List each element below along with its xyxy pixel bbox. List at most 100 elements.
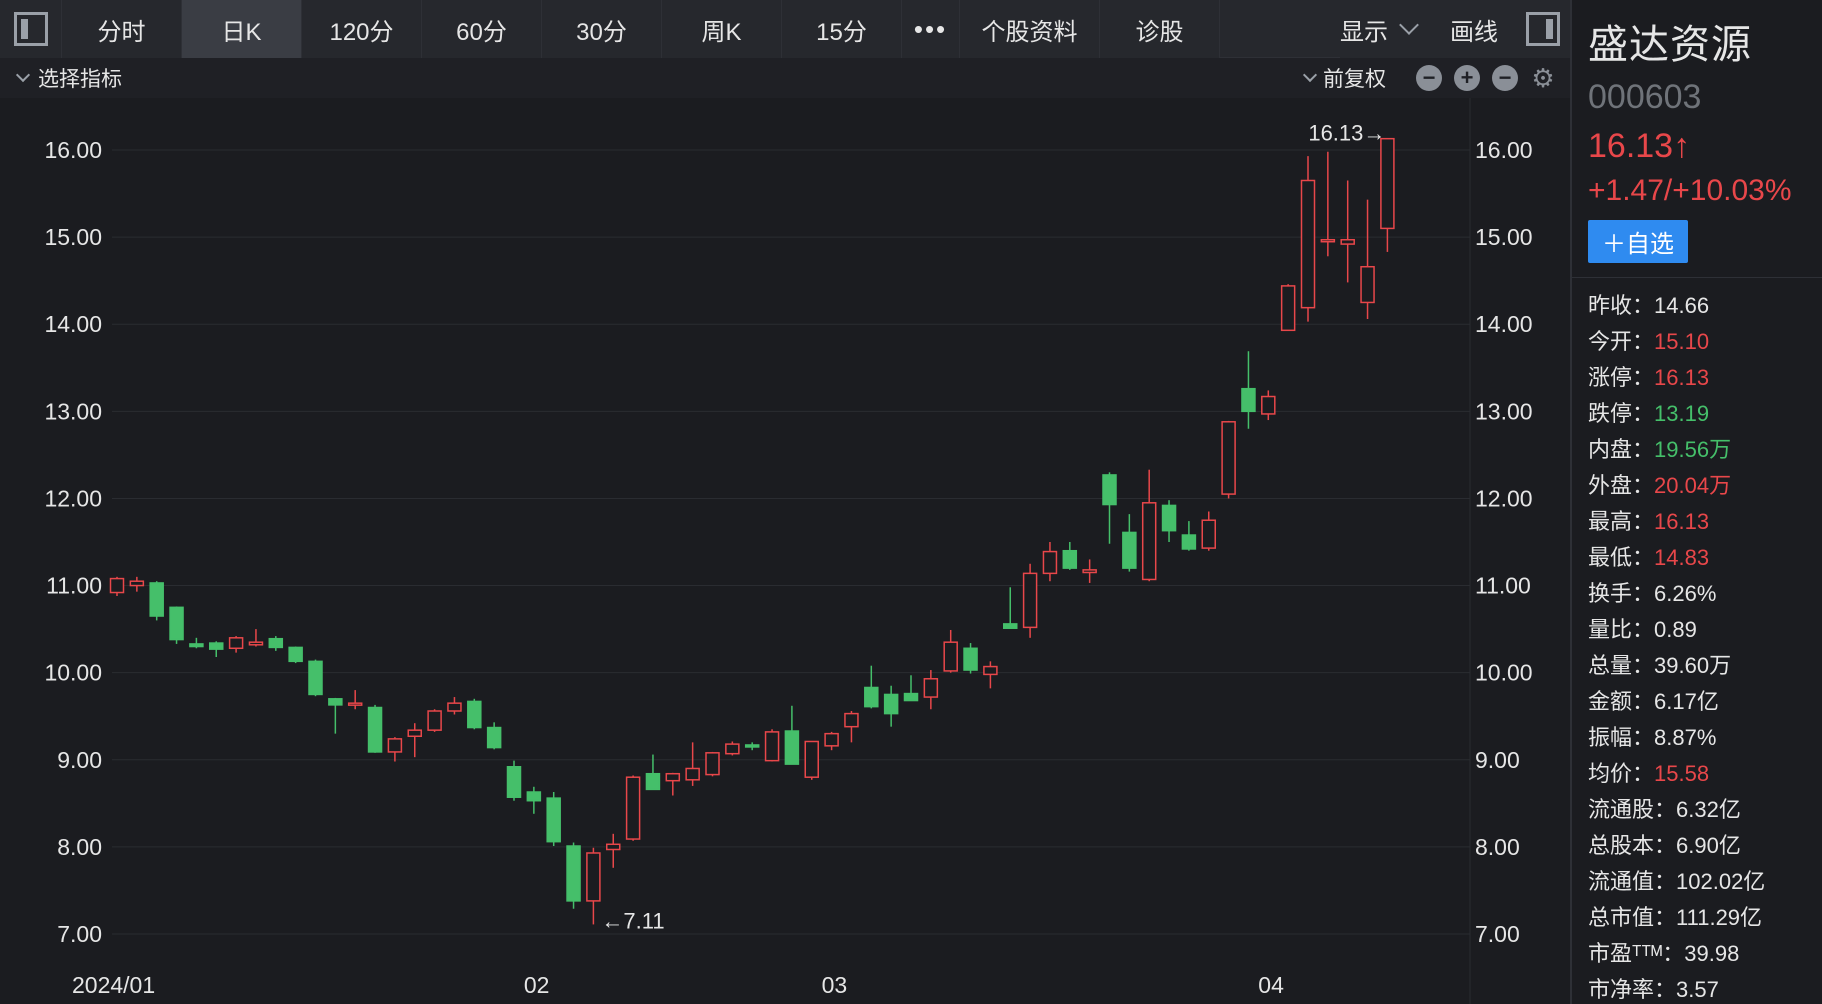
candle-body — [606, 843, 621, 851]
more-periods-button[interactable]: ••• — [902, 0, 960, 58]
candle-body — [1241, 387, 1256, 413]
stat-value: 15.10 — [1654, 329, 1710, 354]
stat-label: 换手： — [1588, 581, 1655, 606]
y-tick-label-left: 9.00 — [57, 747, 102, 773]
y-tick-label-left: 12.00 — [44, 485, 102, 511]
candle-body — [1062, 549, 1078, 569]
candle-body — [685, 767, 700, 781]
candle-body — [1181, 534, 1197, 550]
candle-body — [1161, 504, 1177, 532]
tab-30min[interactable]: 30分 — [542, 0, 662, 58]
zoom-out-icon[interactable]: − — [1492, 65, 1518, 91]
stat-label: 最低： — [1588, 545, 1655, 570]
x-tick-label: 2024/01 — [72, 972, 155, 998]
y-tick-label-left: 8.00 — [57, 834, 102, 860]
candle-body — [903, 692, 919, 702]
add-watchlist-button[interactable]: ＋自选 — [1588, 220, 1688, 263]
y-tick-label-left: 11.00 — [46, 573, 102, 599]
chevron-down-icon[interactable] — [1399, 15, 1419, 35]
stat-value: 14.66 — [1654, 293, 1710, 318]
candle-body — [1320, 238, 1336, 243]
stat-row: 跌停：13.19 — [1588, 396, 1822, 432]
candle-body — [308, 660, 323, 696]
right-panel-toggle-icon[interactable] — [1526, 12, 1560, 46]
stat-row: 总股本：6.90亿 — [1588, 828, 1822, 864]
stock-name: 盛达资源 — [1588, 23, 1752, 67]
candle-body — [189, 643, 204, 648]
minus-circle-icon[interactable]: − — [1416, 65, 1442, 91]
candle-body — [447, 702, 462, 712]
chevron-down-icon[interactable] — [15, 67, 31, 83]
stat-label: 量比： — [1588, 617, 1655, 642]
candle-body — [288, 646, 303, 663]
tab-daily-k[interactable]: 日K — [182, 0, 302, 58]
stat-value: 111.29亿 — [1676, 905, 1763, 930]
candle-body — [566, 845, 581, 902]
tab-stock-diagnosis[interactable]: 诊股 — [1100, 0, 1220, 58]
y-tick-label-left: 14.00 — [44, 311, 102, 337]
candle-body — [1022, 572, 1038, 629]
stat-row: 市净率：3.57 — [1588, 972, 1822, 1004]
toolbar-spacer — [1220, 0, 1340, 57]
candle-body — [883, 693, 899, 715]
stat-row: 换手：6.26% — [1588, 576, 1822, 612]
zoom-in-icon[interactable]: + — [1454, 65, 1480, 91]
y-tick-label-right: 8.00 — [1475, 834, 1520, 860]
candle-body — [1300, 179, 1316, 309]
stat-value: 6.26% — [1654, 581, 1717, 606]
stat-row: 量比：0.89 — [1588, 612, 1822, 648]
candle-body — [625, 776, 641, 840]
candle-body — [1141, 502, 1157, 581]
stat-row: 均价：15.58 — [1588, 756, 1822, 792]
stat-row: 流通值：102.02亿 — [1588, 864, 1822, 900]
candle-body — [149, 582, 164, 617]
tab-weekly-k[interactable]: 周K — [662, 0, 782, 58]
stat-label: 流通股： — [1588, 797, 1677, 822]
stat-value: 102.02亿 — [1676, 869, 1766, 894]
y-tick-label-right: 15.00 — [1475, 224, 1533, 250]
candle-body — [725, 743, 740, 755]
tab-intraday[interactable]: 分时 — [62, 0, 182, 58]
indicator-bar: 选择指标 前复权 − + − ⚙ — [0, 58, 1570, 98]
stat-value: 13.19 — [1654, 401, 1710, 426]
layout-toggle-button[interactable] — [0, 0, 62, 58]
tab-120min[interactable]: 120分 — [302, 0, 422, 58]
tab-stock-profile[interactable]: 个股资料 — [960, 0, 1100, 58]
tab-60min[interactable]: 60分 — [422, 0, 542, 58]
stat-value: 16.13 — [1654, 365, 1710, 390]
x-tick-label: 03 — [822, 972, 848, 998]
candle-body — [963, 647, 978, 671]
stat-row: 市盈ᵀᵀᴹ：39.98 — [1588, 936, 1822, 972]
stock-change: +1.47/+10.03% — [1588, 174, 1792, 207]
stat-value: 0.89 — [1654, 617, 1697, 642]
tab-15min[interactable]: 15分 — [782, 0, 902, 58]
candle-body — [169, 606, 184, 641]
stat-value: 6.17亿 — [1654, 689, 1719, 714]
kline-chart[interactable]: 16.00 16.00 15.00 15.00 14.00 14.00 13.00 13.00… — [0, 98, 1570, 1004]
stock-code: 000603 — [1588, 78, 1702, 116]
gear-icon[interactable]: ⚙ — [1531, 63, 1555, 93]
select-indicator-button[interactable]: 选择指标 — [38, 68, 122, 91]
stat-row: 金额：6.17亿 — [1588, 684, 1822, 720]
stat-row: 总量：39.60万 — [1588, 648, 1822, 684]
stat-value: 16.13 — [1654, 509, 1710, 534]
draw-line-button[interactable]: 画线 — [1450, 18, 1498, 46]
stat-label: 涨停： — [1588, 365, 1655, 390]
stat-label: 市净率： — [1588, 977, 1677, 1002]
stat-label: 今开： — [1588, 329, 1655, 354]
display-menu-button[interactable]: 显示 — [1340, 18, 1388, 46]
price-adjust-select[interactable]: 前复权 — [1323, 68, 1386, 91]
chevron-down-icon[interactable] — [1302, 67, 1318, 83]
quote-panel: 盛达资源 000603 16.13↑ +1.47/+10.03% ＋自选 昨收：… — [1570, 0, 1822, 1004]
stat-row: 内盘：19.56万 — [1588, 432, 1822, 468]
candle-body — [1122, 531, 1137, 569]
y-tick-label-left: 10.00 — [44, 660, 102, 686]
stat-value: 8.87% — [1654, 725, 1717, 750]
stats-list: 昨收：14.66 今开：15.10 涨停：16.13 跌停：13.19 内盘：19.56… — [1588, 288, 1822, 1004]
stock-price: 16.13↑ — [1588, 127, 1691, 165]
stat-label: 内盘： — [1588, 437, 1655, 462]
candle-body — [526, 791, 542, 802]
candle-body — [109, 577, 125, 594]
candle-body — [844, 712, 859, 728]
candle-body — [1003, 623, 1018, 629]
